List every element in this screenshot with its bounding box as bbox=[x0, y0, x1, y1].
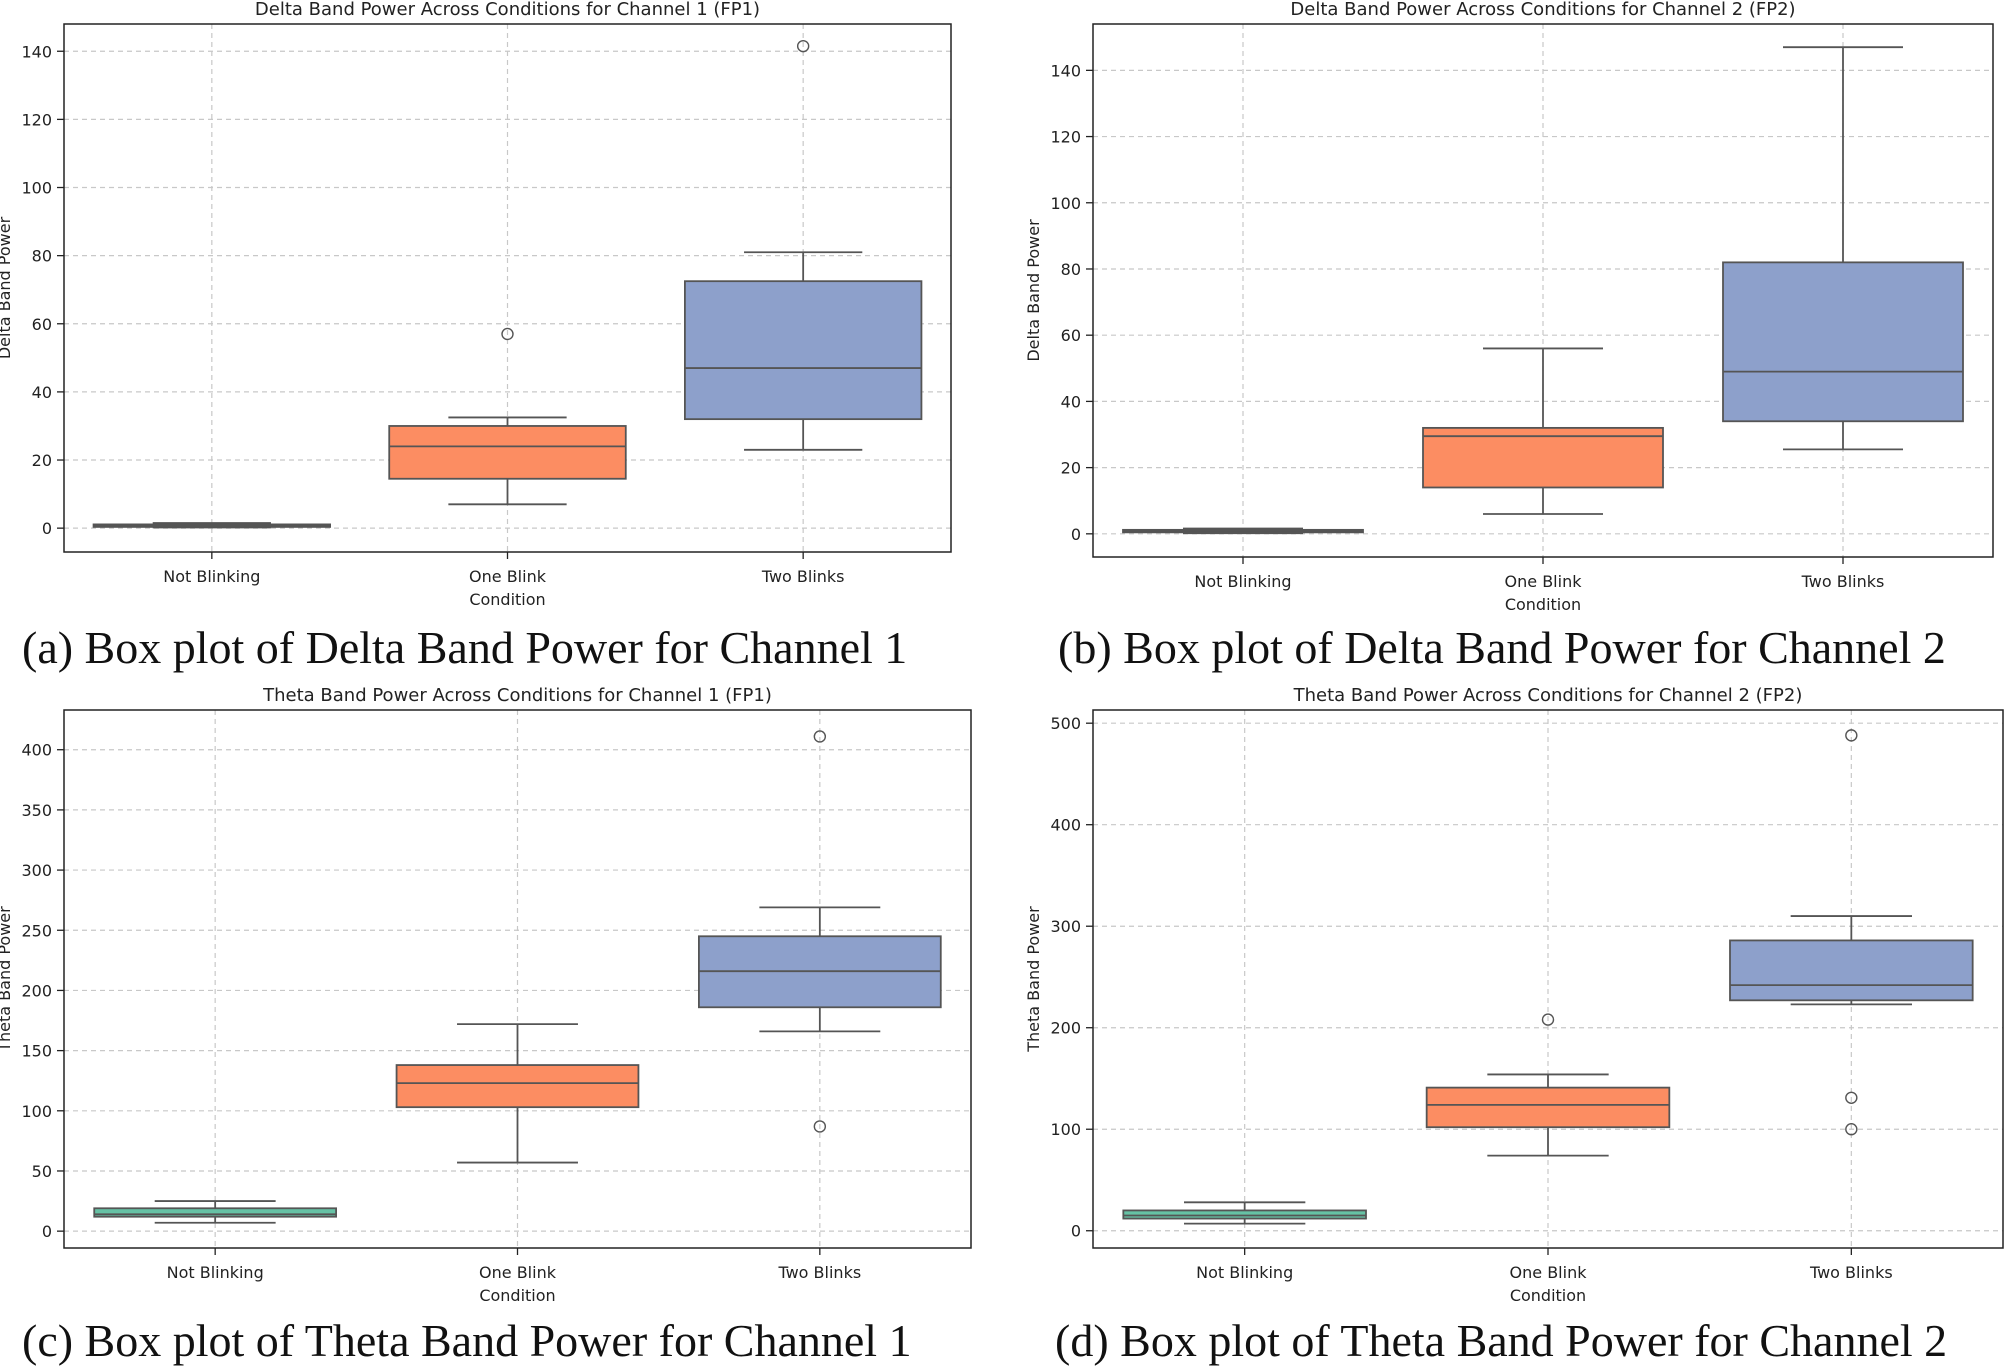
x-tick-label: Not Blinking bbox=[1194, 572, 1291, 591]
outlier-point bbox=[1845, 1091, 1858, 1104]
x-axis-label: Condition bbox=[469, 590, 545, 609]
x-tick-label: Two Blinks bbox=[1809, 1263, 1893, 1282]
y-axis-label: Theta Band Power bbox=[0, 906, 14, 1053]
box-not-blinking bbox=[1122, 1201, 1367, 1225]
y-tick-label: 50 bbox=[32, 1162, 52, 1181]
box-two-blinks bbox=[1729, 729, 1974, 1136]
outlier-point bbox=[796, 39, 810, 53]
outlier-point bbox=[813, 730, 827, 743]
figure-caption-c: (c) Box plot of Theta Band Power for Cha… bbox=[22, 1315, 912, 1366]
chart-panel-a: 0 20 40 60 80 100 120 140 Not Blinking One Blink T… bbox=[0, 0, 1000, 680]
box-iqr bbox=[1425, 1086, 1671, 1129]
y-tick-label: 0 bbox=[42, 519, 52, 538]
box-two-blinks bbox=[1722, 46, 1964, 451]
y-tick-label: 200 bbox=[21, 981, 52, 1000]
y-tick-label: 0 bbox=[42, 1222, 52, 1241]
outlier-point bbox=[501, 327, 514, 341]
x-tick-label: One Blink bbox=[1505, 572, 1583, 591]
y-tick-label: 250 bbox=[21, 921, 52, 940]
y-tick-label: 350 bbox=[21, 801, 52, 820]
y-tick-label: 120 bbox=[1050, 128, 1081, 147]
box-not-blinking bbox=[1122, 527, 1364, 535]
chart-panel-c: 0 50 100 150 200 250 300 350 400 Not Blinking One … bbox=[0, 0, 1000, 1364]
x-tick-label: One Blink bbox=[479, 1263, 557, 1282]
y-tick-label: 0 bbox=[1071, 1222, 1081, 1241]
box-iqr bbox=[1729, 939, 1974, 1002]
box-not-blinking bbox=[93, 1200, 337, 1224]
x-axis-label: Condition bbox=[479, 1286, 555, 1305]
box-one-blink bbox=[1425, 1013, 1671, 1157]
box-iqr bbox=[1722, 261, 1964, 423]
figure-caption-b: (b) Box plot of Delta Band Power for Cha… bbox=[1058, 622, 1946, 673]
figure-caption-d: (d) Box plot of Theta Band Power for Cha… bbox=[1055, 1315, 1948, 1366]
y-tick-label: 100 bbox=[21, 179, 52, 198]
figure-caption-a: (a) Box plot of Delta Band Power for Cha… bbox=[22, 622, 908, 673]
y-tick-label: 40 bbox=[1061, 392, 1081, 411]
y-axis-label: Delta Band Power bbox=[0, 216, 14, 359]
y-tick-label: 20 bbox=[32, 451, 52, 470]
x-tick-label: One Blink bbox=[469, 567, 547, 586]
outlier-point bbox=[1845, 1123, 1858, 1136]
box-two-blinks bbox=[698, 730, 942, 1133]
chart-title: Theta Band Power Across Conditions for C… bbox=[262, 685, 772, 706]
y-tick-label: 40 bbox=[32, 383, 52, 402]
y-tick-label: 60 bbox=[1061, 326, 1081, 345]
box-two-blinks bbox=[684, 39, 923, 451]
box-one-blink bbox=[388, 327, 627, 506]
outlier-point bbox=[813, 1120, 827, 1133]
y-tick-label: 100 bbox=[1050, 1120, 1081, 1139]
x-tick-label: Not Blinking bbox=[163, 567, 260, 586]
box-one-blink bbox=[1422, 347, 1664, 515]
box-plot-chart-a: 0 20 40 60 80 100 120 140 Not Blinking One Blink T… bbox=[0, 0, 952, 609]
box-iqr bbox=[388, 425, 627, 480]
box-plot-chart-c: 0 50 100 150 200 250 300 350 400 Not Blinking One … bbox=[0, 685, 972, 1305]
y-tick-label: 60 bbox=[32, 315, 52, 334]
y-axis-label: Delta Band Power bbox=[1024, 219, 1043, 362]
y-axis-label: Theta Band Power bbox=[1024, 906, 1043, 1053]
y-tick-label: 400 bbox=[1050, 816, 1081, 835]
y-tick-label: 400 bbox=[21, 741, 52, 760]
y-tick-label: 0 bbox=[1071, 525, 1081, 544]
x-tick-label: Two Blinks bbox=[761, 567, 845, 586]
y-tick-label: 100 bbox=[21, 1102, 52, 1121]
x-tick-label: One Blink bbox=[1510, 1263, 1588, 1282]
outlier-point bbox=[1845, 729, 1858, 742]
y-tick-label: 120 bbox=[21, 110, 52, 129]
x-tick-label: Two Blinks bbox=[777, 1263, 861, 1282]
chart-title: Delta Band Power Across Conditions for C… bbox=[1290, 0, 1795, 20]
box-plot-chart-d: 0 100 200 300 400 500 Not Blinking One Blink Two… bbox=[1024, 685, 2004, 1305]
box-iqr bbox=[1422, 426, 1664, 489]
x-axis-label: Condition bbox=[1510, 1286, 1586, 1305]
chart-title: Delta Band Power Across Conditions for C… bbox=[255, 0, 760, 20]
y-tick-label: 300 bbox=[1050, 917, 1081, 936]
y-tick-label: 140 bbox=[1050, 61, 1081, 80]
y-tick-label: 20 bbox=[1061, 459, 1081, 478]
box-plot-chart-b: 0 20 40 60 80 100 120 140 Not Blinking One Blink T… bbox=[1024, 0, 1994, 614]
box-iqr bbox=[395, 1064, 640, 1109]
box-iqr bbox=[1122, 1209, 1367, 1220]
x-tick-label: Not Blinking bbox=[167, 1263, 264, 1282]
y-tick-label: 100 bbox=[1050, 194, 1081, 213]
x-tick-label: Not Blinking bbox=[1196, 1263, 1293, 1282]
y-tick-label: 500 bbox=[1050, 714, 1081, 733]
y-tick-label: 140 bbox=[21, 42, 52, 61]
y-tick-label: 300 bbox=[21, 861, 52, 880]
x-tick-label: Two Blinks bbox=[1801, 572, 1885, 591]
y-tick-label: 150 bbox=[21, 1042, 52, 1061]
x-axis-label: Condition bbox=[1505, 595, 1581, 614]
outlier-point bbox=[1541, 1013, 1555, 1026]
box-iqr bbox=[684, 280, 923, 421]
y-tick-label: 200 bbox=[1050, 1019, 1081, 1038]
y-tick-label: 80 bbox=[1061, 260, 1081, 279]
box-not-blinking bbox=[92, 522, 332, 529]
y-tick-label: 80 bbox=[32, 247, 52, 266]
chart-title: Theta Band Power Across Conditions for C… bbox=[1293, 685, 1803, 706]
chart-panel-b: 0 20 40 60 80 100 120 140 Not Blinking One Blink T… bbox=[0, 0, 2008, 680]
box-iqr bbox=[93, 1207, 337, 1218]
box-one-blink bbox=[395, 1023, 640, 1164]
